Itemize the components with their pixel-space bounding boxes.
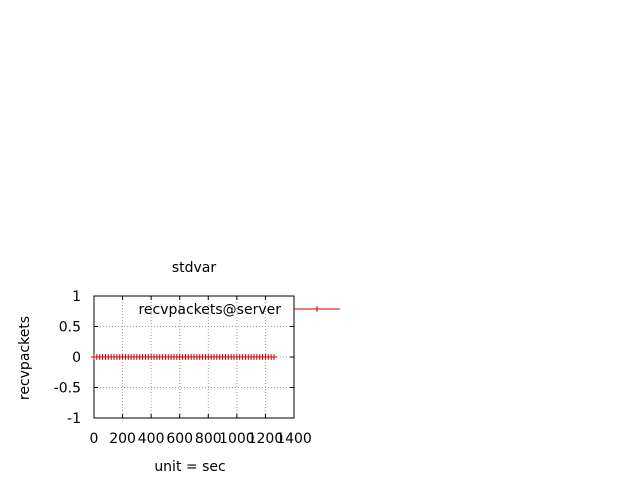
y-tick-label: 0.5 <box>59 320 81 336</box>
chart-title: stdvar <box>172 260 217 276</box>
y-axis-label: recvpackets <box>17 316 33 400</box>
legend-label: recvpackets@server <box>138 302 281 318</box>
data-series <box>91 354 277 360</box>
x-tick-label: 200 <box>109 431 136 447</box>
x-tick-label: 600 <box>166 431 193 447</box>
legend-marker-sample <box>314 306 320 312</box>
x-axis-label: unit = sec <box>154 459 225 475</box>
x-tick-label: 1000 <box>219 431 255 447</box>
x-tick-label: 800 <box>195 431 222 447</box>
y-tick-label: -1 <box>67 411 81 427</box>
legend: recvpackets@server <box>138 302 340 318</box>
x-tick-label: 400 <box>138 431 165 447</box>
y-tick-label: 0 <box>72 350 81 366</box>
x-tick-label: 1400 <box>276 431 312 447</box>
data-point <box>271 354 277 360</box>
x-tick-label: 0 <box>90 431 99 447</box>
y-tick-label: 1 <box>72 289 81 305</box>
x-tick-label: 1200 <box>248 431 284 447</box>
y-tick-label: -0.5 <box>54 381 81 397</box>
